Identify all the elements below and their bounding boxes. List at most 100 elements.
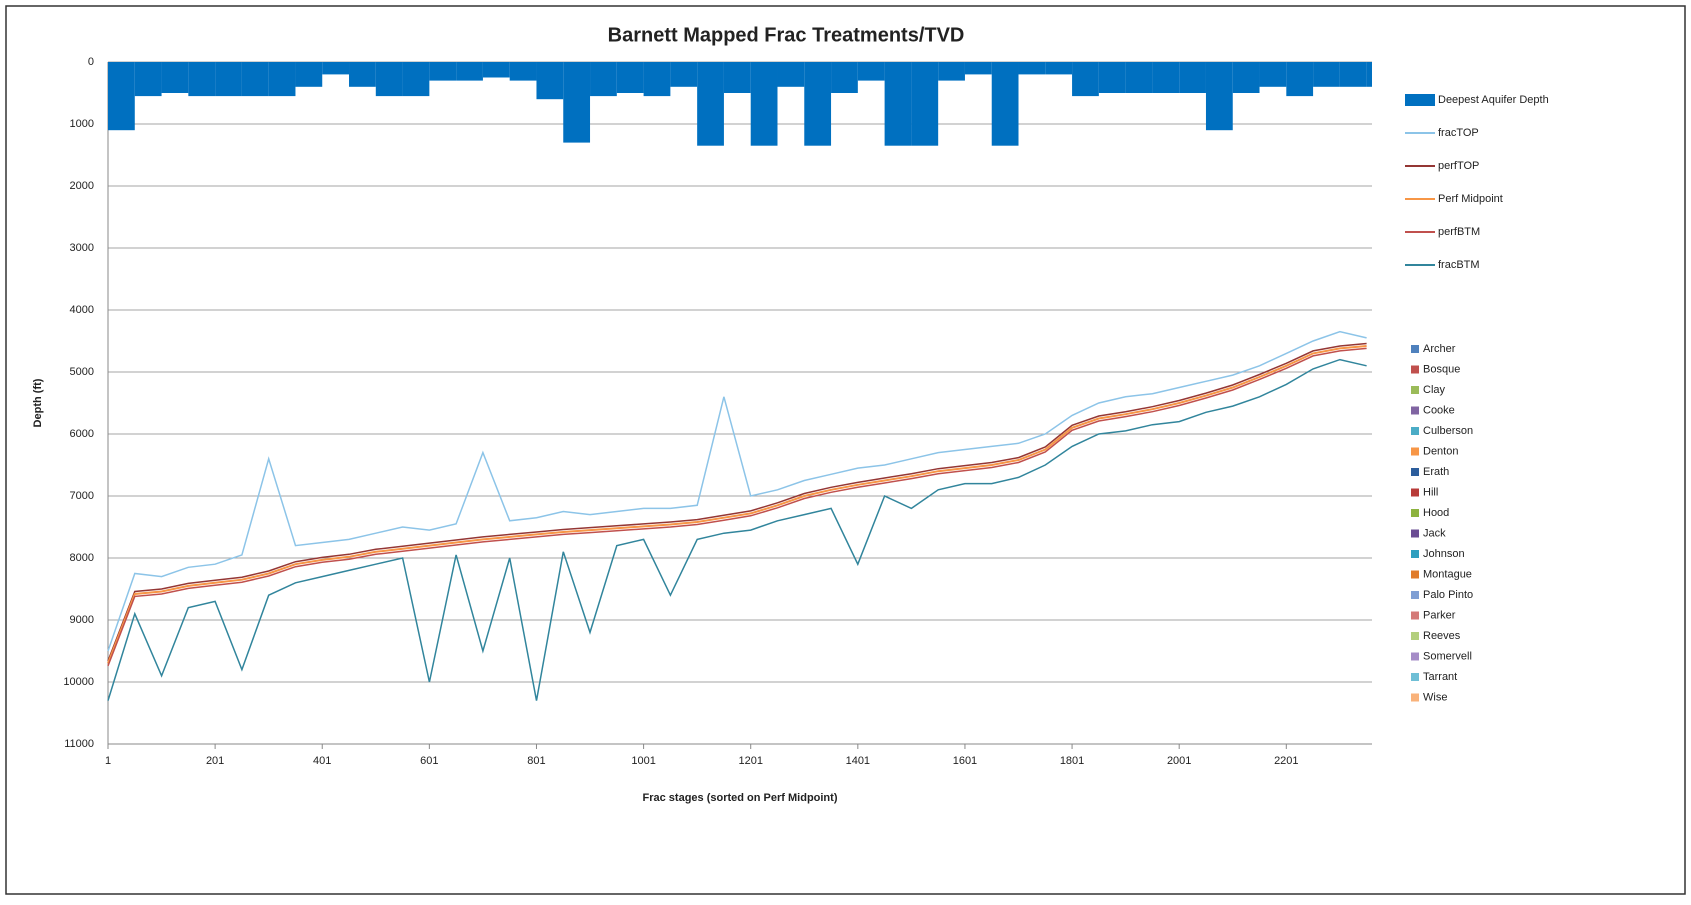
aquifer-bar	[616, 62, 644, 93]
series-line	[107, 347, 1367, 667]
y-tick-label: 5000	[70, 366, 94, 378]
county-swatch	[1411, 488, 1419, 497]
aquifer-bar	[884, 62, 912, 146]
y-tick-label: 0	[88, 56, 94, 68]
legend-label: perfTOP	[1438, 160, 1479, 172]
y-tick-label: 1000	[70, 118, 94, 130]
y-tick-label: 9000	[70, 614, 94, 626]
aquifer-bar	[670, 62, 698, 87]
aquifer-bar	[241, 62, 269, 97]
x-tick-label: 801	[527, 755, 545, 767]
series-line	[107, 358, 1367, 701]
x-tick-label: 1401	[846, 755, 870, 767]
county-swatch	[1411, 550, 1419, 558]
aquifer-bar	[938, 62, 965, 81]
aquifer-bar	[268, 62, 296, 97]
county-label: Clay	[1423, 384, 1446, 396]
county-label: Culberson	[1423, 425, 1473, 437]
x-tick-label: 401	[313, 755, 331, 767]
aquifer-bar	[402, 62, 430, 97]
legend-label: fracBTM	[1438, 259, 1480, 271]
aquifer-bar	[1098, 62, 1126, 93]
aquifer-bar	[215, 62, 242, 97]
aquifer-bar	[1205, 62, 1233, 131]
county-swatch	[1411, 406, 1419, 415]
county-label: Erath	[1423, 466, 1449, 478]
aquifer-bar	[1286, 62, 1314, 97]
aquifer-bar	[1179, 62, 1206, 93]
x-axis-title: Frac stages (sorted on Perf Midpoint)	[643, 792, 838, 804]
aquifer-bar	[804, 62, 832, 146]
chart-title: Barnett Mapped Frac Treatments/TVD	[608, 24, 965, 46]
aquifer-bar	[831, 62, 858, 93]
aquifer-bar	[482, 62, 510, 78]
legend-label: Deepest Aquifer Depth	[1438, 94, 1549, 106]
county-label: Palo Pinto	[1423, 589, 1473, 601]
county-label: Cooke	[1423, 404, 1455, 416]
legend-label: Perf Midpoint	[1438, 193, 1503, 205]
legend-label: fracTOP	[1438, 127, 1479, 139]
aquifer-bar	[911, 62, 939, 146]
x-tick-label: 2001	[1167, 755, 1191, 767]
aquifer-bar	[1232, 62, 1260, 93]
aquifer-bar	[349, 62, 376, 87]
aquifer-bar	[750, 62, 778, 146]
county-swatch	[1411, 632, 1419, 640]
aquifer-bar	[1018, 62, 1046, 75]
aquifer-bar	[563, 62, 591, 143]
series-line	[107, 342, 1367, 662]
y-tick-label: 2000	[70, 180, 94, 192]
county-label: Parker	[1423, 609, 1456, 621]
y-tick-label: 3000	[70, 242, 94, 254]
y-tick-label: 7000	[70, 490, 94, 502]
aquifer-bar	[723, 62, 751, 93]
aquifer-bar	[1125, 62, 1153, 93]
x-tick-label: 1601	[953, 755, 977, 767]
county-swatch	[1411, 509, 1419, 517]
county-swatch	[1411, 611, 1419, 620]
county-swatch	[1411, 673, 1419, 681]
aquifer-bar	[1045, 62, 1073, 75]
y-tick-label: 4000	[70, 304, 94, 316]
aquifer-bar	[108, 62, 135, 131]
county-label: Hood	[1423, 507, 1449, 519]
x-tick-label: 201	[206, 755, 224, 767]
county-label: Hill	[1423, 486, 1438, 498]
x-tick-label: 1	[105, 755, 111, 767]
county-label: Johnson	[1423, 548, 1465, 560]
county-label: Reeves	[1423, 630, 1461, 642]
aquifer-bar	[134, 62, 162, 97]
aquifer-bar	[1152, 62, 1180, 93]
x-tick-label: 1801	[1060, 755, 1084, 767]
aquifer-bar	[161, 62, 189, 93]
y-tick-label: 11000	[64, 738, 94, 750]
aquifer-bar	[375, 62, 403, 97]
y-axis-title: Depth (ft)	[32, 378, 44, 427]
county-swatch	[1411, 591, 1419, 599]
x-tick-label: 601	[420, 755, 438, 767]
aquifer-bar	[1313, 62, 1340, 87]
county-swatch	[1411, 427, 1419, 435]
aquifer-bar	[295, 62, 323, 87]
aquifer-bar	[643, 62, 671, 97]
county-label: Bosque	[1423, 363, 1460, 375]
county-swatch	[1411, 570, 1419, 579]
aquifer-bar	[509, 62, 537, 81]
county-label: Tarrant	[1423, 671, 1457, 683]
series-line	[107, 330, 1367, 652]
frame	[5, 5, 1686, 895]
aquifer-bar	[188, 62, 216, 97]
county-label: Wise	[1423, 691, 1447, 703]
aquifer-bar	[1072, 62, 1099, 97]
county-swatch	[1411, 529, 1419, 538]
county-label: Archer	[1423, 343, 1456, 355]
aquifer-bar	[777, 62, 805, 87]
aquifer-bar	[697, 62, 724, 146]
x-tick-label: 1001	[631, 755, 655, 767]
y-tick-label: 6000	[70, 428, 94, 440]
y-tick-label: 10000	[63, 676, 94, 688]
aquifer-bar	[456, 62, 483, 81]
county-swatch	[1411, 468, 1419, 476]
